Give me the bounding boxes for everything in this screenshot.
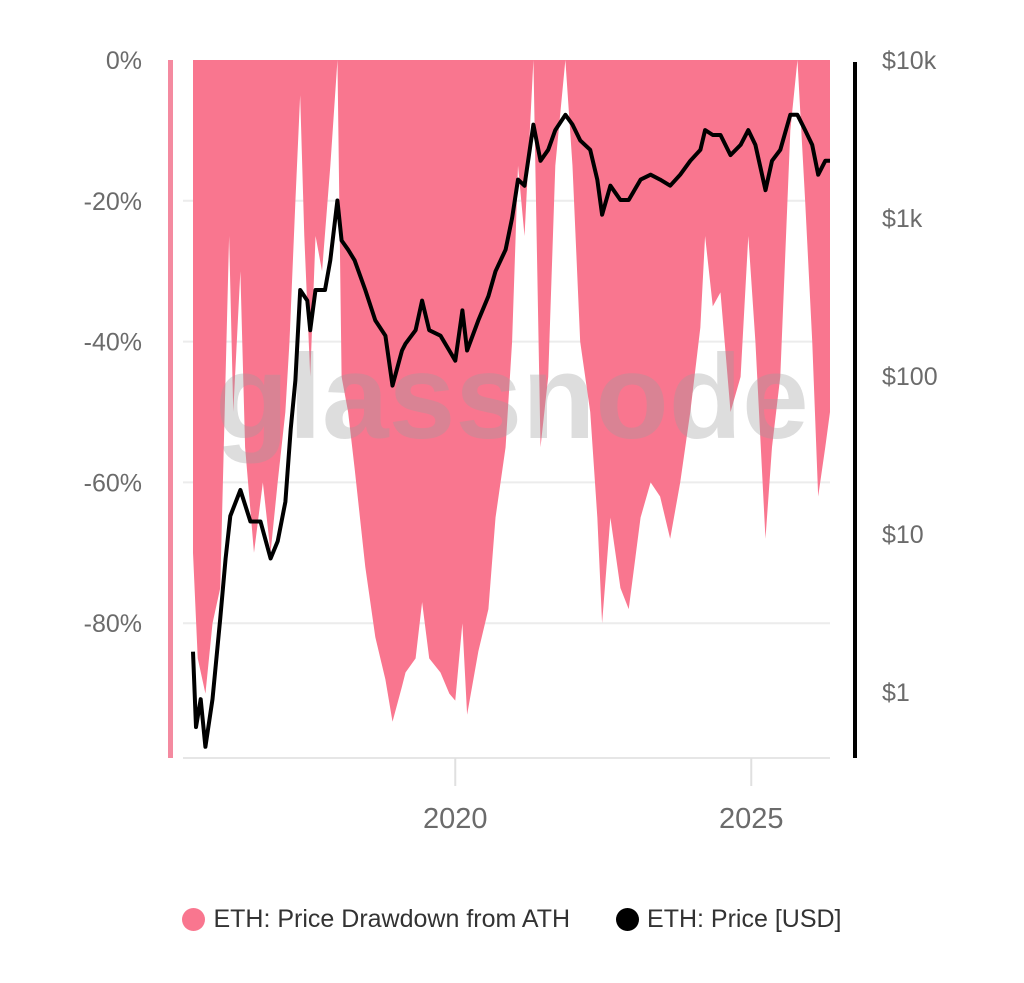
- right-tick-label: $10k: [882, 47, 937, 75]
- left-highlight-bar: [168, 60, 173, 758]
- legend-item-price[interactable]: ETH: Price [USD]: [616, 905, 842, 934]
- right-tick-label: $1: [882, 679, 910, 707]
- price-line: [191, 112, 830, 749]
- legend-item-drawdown[interactable]: ETH: Price Drawdown from ATH: [182, 905, 570, 934]
- left-tick-label: -20%: [84, 188, 142, 216]
- watermark: glassnode: [215, 330, 809, 464]
- left-tick-label: -40%: [84, 329, 142, 357]
- pink-dot-icon: [182, 908, 206, 931]
- drawdown-area: [193, 60, 830, 722]
- right-axis: $10k $1k $100 $10 $1: [882, 47, 938, 707]
- right-tick-label: $10: [882, 521, 924, 549]
- legend-label-drawdown: ETH: Price Drawdown from ATH: [213, 905, 571, 933]
- legend-label-price: ETH: Price [USD]: [647, 905, 842, 933]
- legend: ETH: Price Drawdown from ATH ETH: Price …: [0, 905, 1024, 934]
- left-axis: 0% -20% -40% -60% -80%: [84, 47, 142, 638]
- left-tick-label: 0%: [106, 47, 142, 75]
- left-tick-label: -80%: [84, 610, 142, 638]
- drawdown-area-layer: [193, 60, 830, 722]
- x-axis: 2020 2025: [423, 758, 784, 835]
- black-dot-icon: [616, 908, 640, 931]
- left-tick-label: -60%: [84, 469, 142, 497]
- right-tick-label: $100: [882, 363, 938, 391]
- chart-area: glassnode 0%-20%-40%-60%-80% $10k$1k$100…: [84, 47, 938, 835]
- right-tick-label: $1k: [882, 205, 923, 233]
- x-tick-label: 2020: [423, 803, 488, 835]
- price-line-layer: [191, 112, 830, 749]
- x-tick-label: 2025: [719, 803, 784, 835]
